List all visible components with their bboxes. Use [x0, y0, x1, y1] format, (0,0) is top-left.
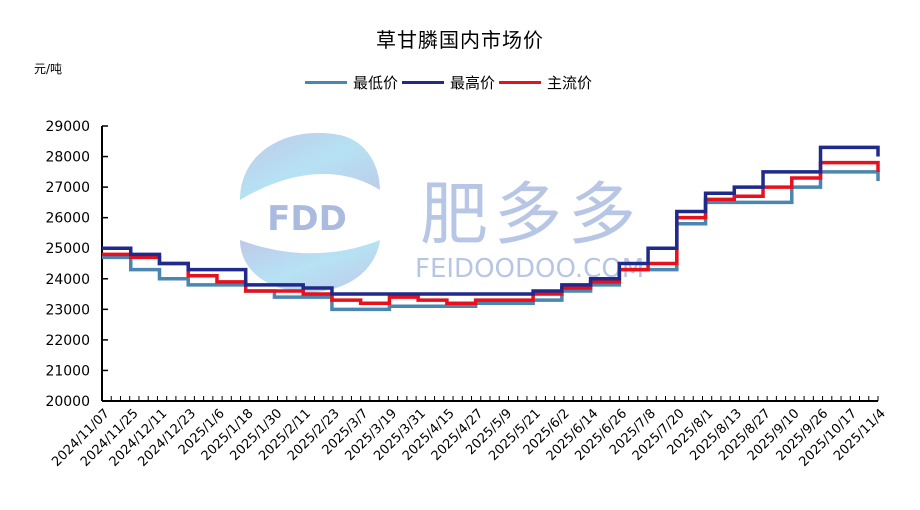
y-tick-label: 22000: [45, 333, 90, 349]
legend-item-high: 最高价: [402, 72, 495, 93]
legend-label-high: 最高价: [450, 74, 496, 92]
y-tick-label: 20000: [45, 394, 90, 410]
watermark: FDD 肥多多 FEIDOODOO.COM: [240, 132, 644, 293]
legend-swatch-low: [305, 81, 347, 84]
legend-swatch-main: [499, 81, 542, 84]
legend-swatch-high: [402, 81, 445, 84]
y-tick-label: 24000: [45, 272, 90, 288]
legend: 最低价 最高价 主流价: [305, 72, 596, 93]
legend-item-low: 最低价: [305, 72, 398, 93]
y-tick-label: 29000: [45, 119, 90, 135]
y-tick-label: 26000: [45, 211, 90, 227]
watermark-leaf-top-icon: [240, 132, 380, 200]
series-line-main: [102, 160, 880, 305]
watermark-leaf-bottom-icon: [240, 240, 380, 293]
y-tick-label: 28000: [45, 150, 90, 166]
y-tick-label: 21000: [45, 363, 90, 379]
series-line-low: [102, 170, 880, 312]
legend-label-low: 最低价: [353, 74, 399, 92]
y-axis-unit: 元/吨: [34, 62, 63, 76]
legend-label-main: 主流价: [547, 74, 593, 92]
series-line-high: [102, 145, 880, 296]
y-tick-label: 25000: [45, 241, 90, 257]
watermark-badge: FDD: [267, 199, 347, 239]
y-tick-label: 23000: [45, 302, 90, 318]
y-tick-label: 27000: [45, 180, 90, 196]
watermark-brand-cn: 肥多多: [420, 176, 642, 255]
series-lines: [102, 145, 880, 312]
legend-item-main: 主流价: [499, 72, 592, 93]
chart-title: 草甘膦国内市场价: [376, 28, 544, 52]
